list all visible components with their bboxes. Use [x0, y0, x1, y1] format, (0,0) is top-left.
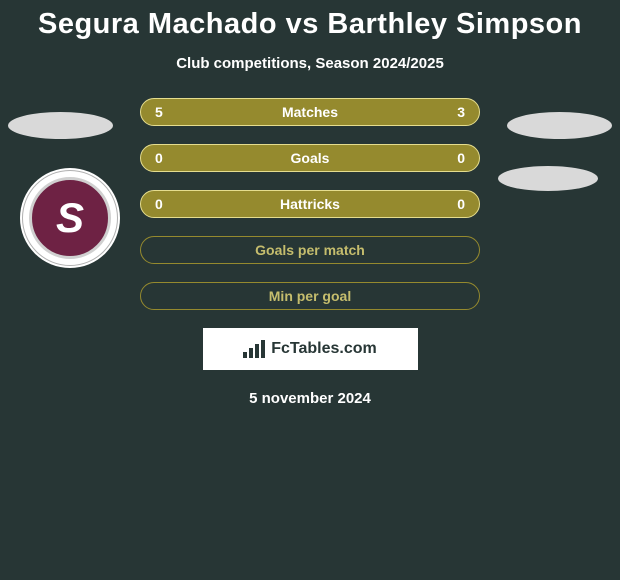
stat-right-value: 0	[457, 150, 465, 166]
stat-left-value: 0	[155, 196, 163, 212]
stat-label: Matches	[282, 104, 338, 120]
fctables-logo-icon	[243, 340, 265, 358]
date-label: 5 november 2024	[0, 390, 620, 407]
stat-left-value: 0	[155, 150, 163, 166]
stat-left-value: 5	[155, 104, 163, 120]
comparison-content: S 5 Matches 3 0 Goals 0 0 Hattricks 0 Go…	[0, 98, 620, 407]
stat-right-value: 0	[457, 196, 465, 212]
stat-label: Goals	[291, 150, 330, 166]
badge-letter: S	[56, 194, 84, 242]
branding-box: FcTables.com	[203, 328, 418, 370]
stat-bar-hattricks: 0 Hattricks 0	[140, 190, 480, 218]
team-left-badge: S	[20, 168, 120, 268]
badge-inner: S	[29, 177, 111, 259]
stat-bars-container: 5 Matches 3 0 Goals 0 0 Hattricks 0 Goal…	[140, 98, 480, 310]
season-subtitle: Club competitions, Season 2024/2025	[0, 55, 620, 72]
stat-bar-min-per-goal: Min per goal	[140, 282, 480, 310]
player-right-placeholder	[507, 112, 612, 139]
stat-label: Goals per match	[255, 242, 365, 258]
stat-bar-goals: 0 Goals 0	[140, 144, 480, 172]
team-right-placeholder	[498, 166, 598, 191]
stat-bar-matches: 5 Matches 3	[140, 98, 480, 126]
player-left-placeholder	[8, 112, 113, 139]
stat-label: Min per goal	[269, 288, 351, 304]
stat-right-value: 3	[457, 104, 465, 120]
stat-bar-goals-per-match: Goals per match	[140, 236, 480, 264]
stat-label: Hattricks	[280, 196, 340, 212]
branding-text: FcTables.com	[271, 340, 377, 358]
comparison-title: Segura Machado vs Barthley Simpson	[0, 0, 620, 41]
